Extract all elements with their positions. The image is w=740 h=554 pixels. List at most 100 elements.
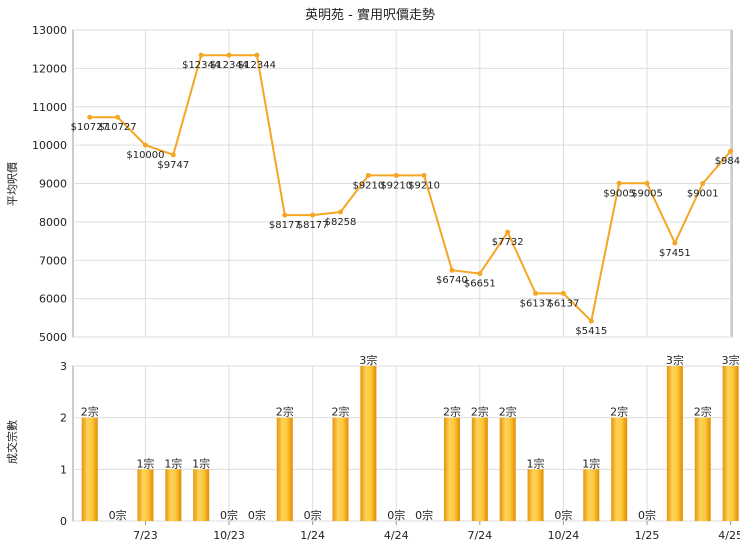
price-data-label: $9210 [380, 180, 412, 191]
count-data-label: 1宗 [582, 456, 600, 470]
price-data-label: $7451 [659, 248, 691, 259]
count-y-tick-label: 1 [60, 463, 67, 476]
x-tick-label: 4/24 [384, 529, 409, 542]
price-point [533, 290, 539, 296]
count-data-label: 2宗 [694, 405, 712, 419]
price-point [170, 152, 176, 158]
price-point [142, 142, 148, 148]
count-bar [360, 366, 377, 521]
count-data-label: 3宗 [666, 353, 684, 367]
price-point [421, 172, 427, 178]
count-data-label: 3宗 [722, 353, 740, 367]
count-data-label: 0宗 [220, 508, 238, 522]
price-point [87, 114, 93, 120]
price-data-label: $6137 [520, 298, 552, 309]
price-data-label: $6740 [436, 275, 468, 286]
count-bar [583, 469, 600, 521]
price-y-tick-label: 7000 [39, 254, 67, 267]
price-point [282, 212, 288, 218]
price-data-label: $12344 [182, 60, 220, 71]
count-data-label: 1宗 [136, 456, 154, 470]
price-y-tick-label: 13000 [32, 24, 67, 37]
count-plot-area: 0 1 2 3 2宗 0宗 1宗 1宗 1宗 0宗 0宗 2宗 0宗 2宗 3宗 0宗 0宗 2宗 2宗 2宗 1宗 0宗… [60, 353, 740, 542]
x-tick-label: 1/24 [300, 529, 325, 542]
count-bar [137, 469, 154, 521]
count-data-label: 0宗 [415, 508, 433, 522]
count-data-label: 2宗 [499, 405, 517, 419]
price-data-label: $8177 [269, 220, 301, 231]
count-bar [722, 366, 739, 521]
count-y-tick-label: 3 [60, 360, 67, 373]
price-point [505, 229, 511, 235]
price-y-tick-label: 9000 [39, 178, 67, 191]
count-data-label: 0宗 [638, 508, 656, 522]
price-data-label: $10000 [126, 150, 164, 161]
count-data-label: 2宗 [443, 405, 461, 419]
count-bar [611, 417, 628, 521]
count-data-label: 0宗 [387, 508, 405, 522]
price-data-label: $7732 [492, 237, 524, 248]
price-point [449, 267, 455, 273]
count-data-label: 0宗 [304, 508, 322, 522]
price-data-label: $9747 [157, 160, 189, 171]
price-point [115, 114, 121, 120]
count-data-label: 0宗 [554, 508, 572, 522]
price-data-label: $9210 [352, 180, 384, 191]
count-bar [81, 417, 98, 521]
price-data-label: $12344 [238, 60, 276, 71]
price-point [198, 52, 204, 58]
count-y-tick-label: 2 [60, 412, 67, 425]
price-point [644, 180, 650, 186]
price-data-label: $5415 [575, 326, 607, 337]
x-tick-label: 10/23 [213, 529, 245, 542]
price-y-tick-label: 11000 [32, 101, 67, 114]
price-data-label: $9005 [631, 188, 663, 199]
count-bar [332, 417, 349, 521]
price-y-tick-label: 10000 [32, 139, 67, 152]
count-bar [165, 469, 182, 521]
price-y-tick-label: 5000 [39, 331, 67, 344]
count-data-label: 0宗 [109, 508, 127, 522]
price-point [672, 240, 678, 246]
price-y-axis-title: 平均呎價 [5, 162, 19, 206]
price-series-line [89, 54, 732, 324]
count-bar [443, 417, 460, 521]
count-data-label: 0宗 [248, 508, 266, 522]
price-data-label: $9001 [687, 188, 719, 199]
price-point [477, 271, 483, 277]
count-bar [694, 417, 711, 521]
count-data-label: 1宗 [192, 456, 210, 470]
x-tick-label: 4/25 [718, 529, 740, 542]
count-y-axis-title: 成交宗數 [5, 420, 19, 464]
price-point [588, 318, 594, 324]
x-tick-label: 1/25 [635, 529, 660, 542]
count-bar [471, 417, 488, 521]
count-bar [276, 417, 293, 521]
price-data-label: $8258 [325, 217, 357, 228]
price-data-label: $10727 [98, 122, 136, 133]
count-bar [499, 417, 516, 521]
count-bar [193, 469, 210, 521]
price-point [700, 180, 706, 186]
price-point [226, 52, 232, 58]
price-data-label: $6137 [548, 298, 580, 309]
price-point [254, 52, 260, 58]
price-point [616, 180, 622, 186]
chart-title: 英明苑 - 實用呎價走勢 [305, 7, 435, 23]
count-bar [666, 366, 683, 521]
x-tick-label: 7/24 [467, 529, 492, 542]
x-tick-label: 7/23 [133, 529, 158, 542]
price-point [365, 172, 371, 178]
price-point [560, 290, 566, 296]
count-y-tick-label: 0 [60, 515, 67, 528]
count-data-label: 2宗 [471, 405, 489, 419]
price-data-label: $9005 [603, 188, 635, 199]
price-data-label: $9842 [715, 156, 740, 167]
price-y-tick-label: 12000 [32, 62, 67, 75]
price-point [310, 212, 316, 218]
price-point [393, 172, 399, 178]
price-data-label: $10727 [71, 122, 109, 133]
count-data-label: 3宗 [359, 353, 377, 367]
